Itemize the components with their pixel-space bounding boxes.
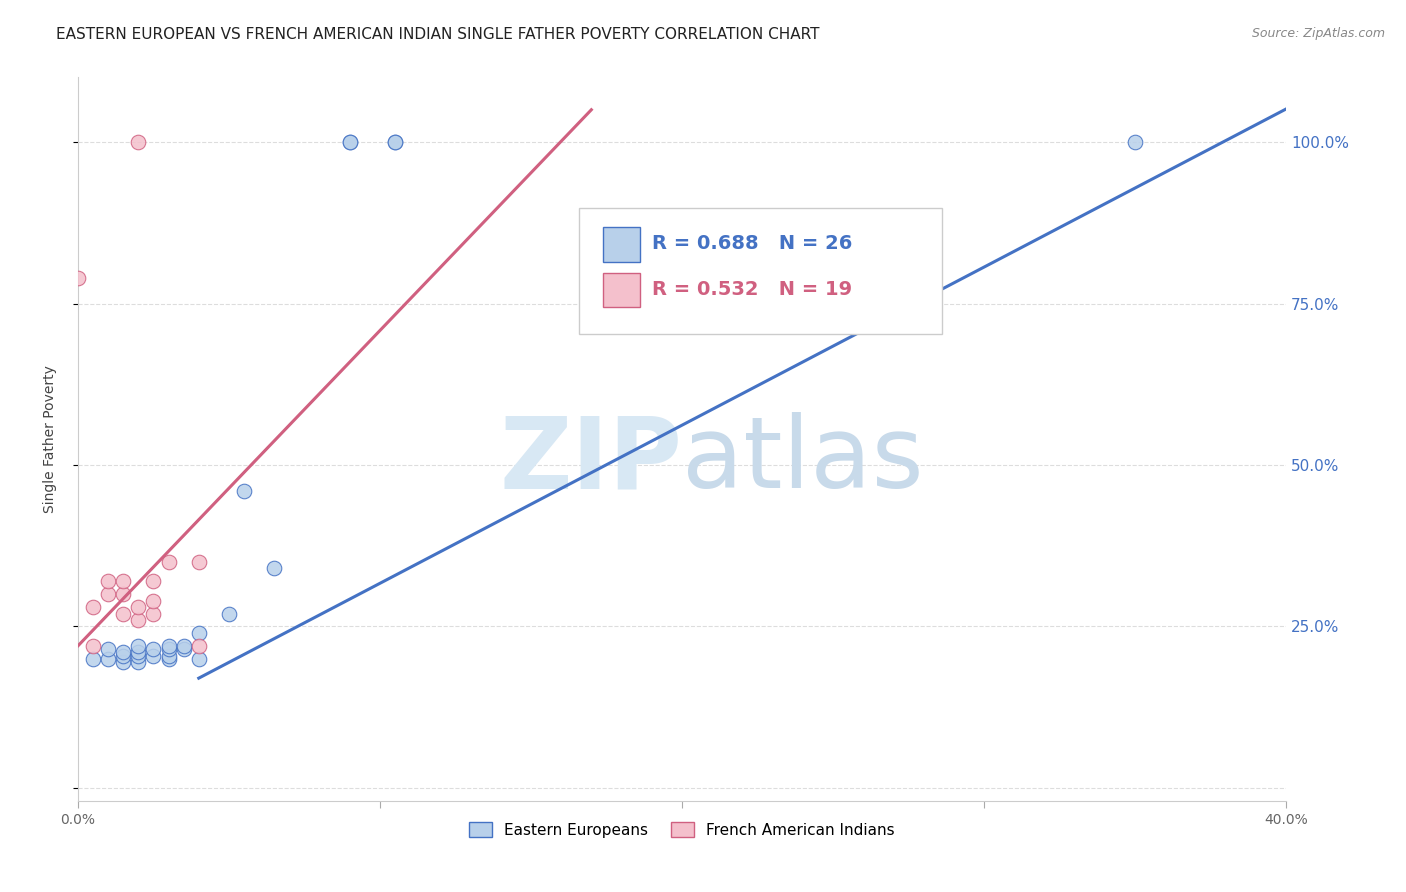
Point bbox=[97, 652, 120, 666]
Legend: Eastern Europeans, French American Indians: Eastern Europeans, French American India… bbox=[463, 815, 901, 844]
Point bbox=[112, 607, 135, 621]
Point bbox=[187, 626, 209, 640]
Text: ZIP: ZIP bbox=[499, 412, 682, 509]
Point bbox=[82, 600, 104, 615]
Point bbox=[218, 607, 240, 621]
Point bbox=[142, 648, 165, 663]
Point bbox=[142, 642, 165, 657]
Point bbox=[112, 645, 135, 659]
Point bbox=[66, 270, 89, 285]
Point bbox=[82, 652, 104, 666]
Point bbox=[1123, 135, 1146, 149]
Point bbox=[339, 135, 361, 149]
Point bbox=[112, 648, 135, 663]
Point bbox=[82, 639, 104, 653]
Point bbox=[97, 587, 120, 601]
Point bbox=[187, 639, 209, 653]
Point bbox=[157, 642, 180, 657]
FancyBboxPatch shape bbox=[579, 208, 942, 334]
Point bbox=[127, 600, 149, 615]
Point bbox=[157, 555, 180, 569]
Point bbox=[142, 593, 165, 607]
Point bbox=[127, 648, 149, 663]
Y-axis label: Single Father Poverty: Single Father Poverty bbox=[44, 365, 58, 513]
Point bbox=[127, 655, 149, 669]
Point bbox=[142, 574, 165, 589]
Point bbox=[142, 607, 165, 621]
Point bbox=[187, 555, 209, 569]
Point bbox=[112, 574, 135, 589]
Point bbox=[187, 652, 209, 666]
Text: atlas: atlas bbox=[682, 412, 924, 509]
Text: Source: ZipAtlas.com: Source: ZipAtlas.com bbox=[1251, 27, 1385, 40]
Text: R = 0.532   N = 19: R = 0.532 N = 19 bbox=[652, 280, 852, 299]
Point bbox=[339, 135, 361, 149]
Point bbox=[157, 639, 180, 653]
Text: R = 0.688   N = 26: R = 0.688 N = 26 bbox=[652, 235, 852, 253]
Point bbox=[97, 574, 120, 589]
Point bbox=[127, 645, 149, 659]
Point bbox=[97, 642, 120, 657]
Point bbox=[157, 648, 180, 663]
FancyBboxPatch shape bbox=[603, 227, 640, 262]
Point bbox=[384, 135, 406, 149]
Point bbox=[127, 639, 149, 653]
Point bbox=[384, 135, 406, 149]
Point bbox=[127, 613, 149, 627]
FancyBboxPatch shape bbox=[603, 273, 640, 308]
Point bbox=[112, 655, 135, 669]
Text: EASTERN EUROPEAN VS FRENCH AMERICAN INDIAN SINGLE FATHER POVERTY CORRELATION CHA: EASTERN EUROPEAN VS FRENCH AMERICAN INDI… bbox=[56, 27, 820, 42]
Point bbox=[127, 135, 149, 149]
Point bbox=[173, 642, 195, 657]
Point bbox=[233, 483, 256, 498]
Point bbox=[112, 587, 135, 601]
Point bbox=[263, 561, 285, 575]
Point bbox=[157, 652, 180, 666]
Point bbox=[173, 639, 195, 653]
